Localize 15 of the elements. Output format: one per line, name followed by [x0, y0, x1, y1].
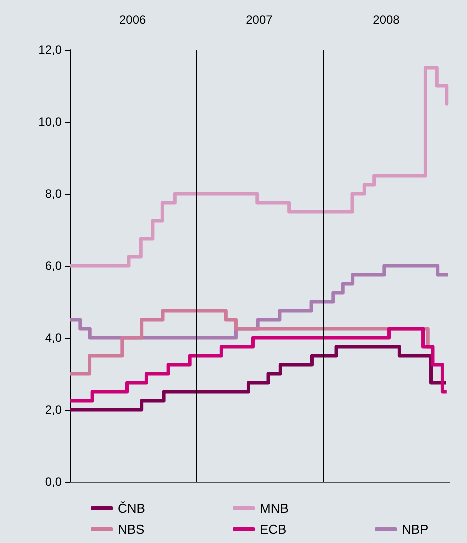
y-tick-label: 2,0: [45, 403, 62, 417]
y-tick-label: 12,0: [38, 43, 62, 57]
legend-label: NBS: [118, 522, 146, 537]
y-tick-label: 4,0: [45, 331, 62, 345]
y-tick-label: 8,0: [45, 187, 62, 201]
x-tick-label: 2006: [119, 13, 146, 27]
legend-label: MNB: [260, 501, 289, 516]
legend-label: NBP: [402, 522, 429, 537]
x-tick-label: 2007: [246, 13, 274, 27]
y-tick-label: 6,0: [45, 259, 62, 273]
y-tick-label: 10,0: [38, 115, 62, 129]
legend-label: ČNB: [118, 501, 146, 516]
legend-label: ECB: [260, 522, 287, 537]
x-tick-label: 2008: [373, 13, 400, 27]
y-tick-label: 0,0: [45, 475, 62, 489]
